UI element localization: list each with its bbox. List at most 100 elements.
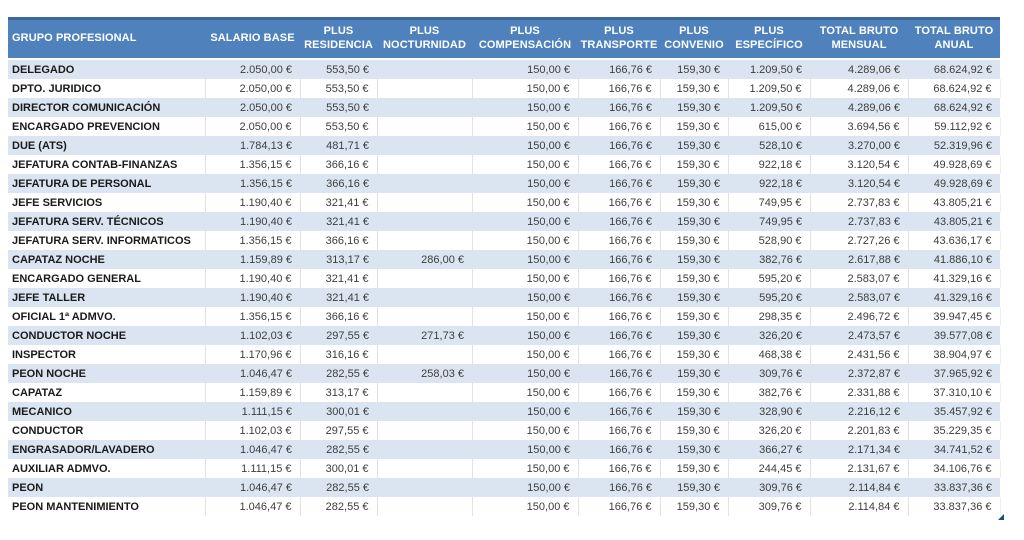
- cell-plus-compensacion[interactable]: 150,00 €: [472, 136, 578, 155]
- column-header-plus-compensacion[interactable]: PLUS COMPENSACIÓN: [472, 17, 578, 60]
- cell-total-bruto-anual[interactable]: 37.965,92 €: [908, 364, 1000, 383]
- cell-plus-especifico[interactable]: 1.209,50 €: [728, 79, 811, 98]
- cell-plus-convenio[interactable]: 159,30 €: [660, 193, 729, 212]
- cell-plus-compensacion[interactable]: 150,00 €: [472, 402, 578, 421]
- cell-plus-transporte[interactable]: 166,76 €: [578, 478, 660, 497]
- cell-plus-transporte[interactable]: 166,76 €: [578, 402, 660, 421]
- cell-plus-convenio[interactable]: 159,30 €: [660, 364, 728, 383]
- cell-plus-residencia[interactable]: 313,17 €: [300, 383, 378, 402]
- cell-salario-base[interactable]: 1.159,89 €: [205, 250, 300, 269]
- cell-plus-residencia[interactable]: 316,16 €: [300, 345, 378, 364]
- cell-plus-residencia[interactable]: 282,55 €: [300, 497, 378, 516]
- cell-plus-residencia[interactable]: 321,41 €: [300, 193, 378, 212]
- cell-grupo-profesional[interactable]: CAPATAZ NOCHE: [8, 250, 205, 269]
- cell-plus-residencia[interactable]: 282,55 €: [300, 478, 377, 497]
- cell-salario-base[interactable]: 1.046,47 €: [205, 478, 300, 497]
- cell-plus-transporte[interactable]: 166,76 €: [578, 117, 661, 136]
- cell-salario-base[interactable]: 1.111,15 €: [205, 459, 301, 478]
- cell-grupo-profesional[interactable]: JEFE TALLER: [8, 288, 205, 307]
- cell-total-bruto-anual[interactable]: 43.636,17 €: [908, 231, 1001, 250]
- cell-total-bruto-mensual[interactable]: 2.496,72 €: [810, 307, 909, 326]
- cell-plus-compensacion[interactable]: 150,00 €: [472, 155, 579, 174]
- cell-plus-transporte[interactable]: 166,76 €: [578, 231, 661, 250]
- cell-total-bruto-anual[interactable]: 59.112,92 €: [908, 117, 1001, 136]
- cell-plus-transporte[interactable]: 166,76 €: [578, 459, 661, 478]
- cell-plus-residencia[interactable]: 321,41 €: [300, 269, 378, 288]
- cell-salario-base[interactable]: 1.190,40 €: [205, 288, 300, 307]
- cell-total-bruto-anual[interactable]: 33.837,36 €: [908, 497, 1001, 516]
- cell-plus-especifico[interactable]: 749,95 €: [728, 212, 810, 231]
- cell-plus-compensacion[interactable]: 150,00 €: [472, 478, 578, 497]
- cell-salario-base[interactable]: 1.102,03 €: [205, 326, 300, 345]
- cell-total-bruto-anual[interactable]: 39.947,45 €: [908, 307, 1001, 326]
- cell-plus-residencia[interactable]: 297,55 €: [300, 326, 377, 345]
- cell-salario-base[interactable]: 2.050,00 €: [205, 59, 300, 79]
- cell-grupo-profesional[interactable]: JEFATURA CONTAB-FINANZAS: [8, 155, 206, 174]
- cell-plus-convenio[interactable]: 159,30 €: [660, 59, 728, 79]
- cell-grupo-profesional[interactable]: MECANICO: [8, 402, 205, 421]
- cell-plus-transporte[interactable]: 166,76 €: [578, 174, 660, 193]
- cell-plus-compensacion[interactable]: 150,00 €: [472, 459, 579, 478]
- cell-plus-residencia[interactable]: 553,50 €: [300, 117, 378, 136]
- cell-plus-especifico[interactable]: 528,90 €: [728, 231, 811, 250]
- cell-total-bruto-anual[interactable]: 38.904,97 €: [908, 345, 1001, 364]
- cell-plus-residencia[interactable]: 300,01 €: [300, 459, 378, 478]
- cell-grupo-profesional[interactable]: JEFATURA DE PERSONAL: [8, 174, 205, 193]
- cell-plus-especifico[interactable]: 309,76 €: [728, 364, 810, 383]
- cell-plus-convenio[interactable]: 159,30 €: [660, 459, 729, 478]
- cell-grupo-profesional[interactable]: OFICIAL 1ª ADMVO.: [8, 307, 206, 326]
- cell-plus-nocturnidad[interactable]: [377, 193, 473, 212]
- column-header-plus-transporte[interactable]: PLUS TRANSPORTE: [578, 17, 660, 60]
- cell-plus-especifico[interactable]: 309,76 €: [728, 478, 810, 497]
- cell-total-bruto-anual[interactable]: 34.741,52 €: [908, 440, 1000, 459]
- cell-plus-nocturnidad[interactable]: [377, 440, 472, 459]
- cell-plus-convenio[interactable]: 159,30 €: [660, 231, 729, 250]
- cell-plus-residencia[interactable]: 366,16 €: [300, 174, 377, 193]
- cell-plus-residencia[interactable]: 366,16 €: [300, 155, 378, 174]
- cell-plus-compensacion[interactable]: 150,00 €: [472, 364, 578, 383]
- cell-grupo-profesional[interactable]: CONDUCTOR NOCHE: [8, 326, 205, 345]
- cell-plus-especifico[interactable]: 595,20 €: [728, 288, 810, 307]
- cell-grupo-profesional[interactable]: ENGRASADOR/LAVADERO: [8, 440, 205, 459]
- cell-total-bruto-mensual[interactable]: 2.583,07 €: [810, 269, 909, 288]
- cell-plus-especifico[interactable]: 382,76 €: [728, 383, 811, 402]
- cell-plus-transporte[interactable]: 166,76 €: [578, 250, 660, 269]
- column-header-total-bruto-mensual[interactable]: TOTAL BRUTO MENSUAL: [810, 17, 908, 60]
- cell-plus-transporte[interactable]: 166,76 €: [578, 59, 660, 79]
- cell-plus-convenio[interactable]: 159,30 €: [660, 174, 728, 193]
- cell-plus-compensacion[interactable]: 150,00 €: [472, 250, 578, 269]
- cell-plus-convenio[interactable]: 159,30 €: [660, 478, 728, 497]
- cell-salario-base[interactable]: 2.050,00 €: [205, 79, 301, 98]
- cell-grupo-profesional[interactable]: PEON NOCHE: [8, 364, 205, 383]
- cell-plus-compensacion[interactable]: 150,00 €: [472, 421, 579, 440]
- cell-grupo-profesional[interactable]: DUE (ATS): [8, 136, 205, 155]
- cell-plus-nocturnidad[interactable]: [377, 212, 472, 231]
- cell-plus-especifico[interactable]: 328,90 €: [728, 402, 810, 421]
- cell-plus-nocturnidad[interactable]: [377, 478, 472, 497]
- cell-total-bruto-anual[interactable]: 34.106,76 €: [908, 459, 1001, 478]
- column-header-plus-convenio[interactable]: PLUS CONVENIO: [660, 17, 728, 60]
- cell-total-bruto-mensual[interactable]: 4.289,06 €: [810, 98, 908, 117]
- cell-grupo-profesional[interactable]: JEFATURA SERV. TÉCNICOS: [8, 212, 205, 231]
- cell-plus-compensacion[interactable]: 150,00 €: [472, 345, 579, 364]
- cell-grupo-profesional[interactable]: PEON: [8, 478, 205, 497]
- cell-plus-residencia[interactable]: 481,71 €: [300, 136, 377, 155]
- cell-total-bruto-anual[interactable]: 68.624,92 €: [908, 59, 1000, 79]
- cell-total-bruto-anual[interactable]: 33.837,36 €: [908, 478, 1000, 497]
- column-header-salario-base[interactable]: SALARIO BASE: [205, 17, 300, 60]
- cell-plus-nocturnidad[interactable]: 258,03 €: [377, 364, 472, 383]
- cell-plus-compensacion[interactable]: 150,00 €: [472, 59, 578, 79]
- cell-plus-residencia[interactable]: 366,16 €: [300, 231, 378, 250]
- cell-total-bruto-anual[interactable]: 52.319,96 €: [908, 136, 1000, 155]
- cell-plus-nocturnidad[interactable]: [377, 288, 472, 307]
- cell-salario-base[interactable]: 1.111,15 €: [205, 402, 300, 421]
- cell-total-bruto-anual[interactable]: 35.229,35 €: [908, 421, 1001, 440]
- cell-plus-transporte[interactable]: 166,76 €: [578, 136, 660, 155]
- cell-total-bruto-mensual[interactable]: 2.431,56 €: [810, 345, 909, 364]
- cell-plus-especifico[interactable]: 595,20 €: [728, 269, 811, 288]
- cell-total-bruto-anual[interactable]: 43.805,21 €: [908, 212, 1000, 231]
- cell-plus-transporte[interactable]: 166,76 €: [578, 383, 661, 402]
- cell-grupo-profesional[interactable]: PEON MANTENIMIENTO: [8, 497, 206, 516]
- cell-salario-base[interactable]: 1.784,13 €: [205, 136, 300, 155]
- cell-salario-base[interactable]: 1.046,47 €: [205, 364, 300, 383]
